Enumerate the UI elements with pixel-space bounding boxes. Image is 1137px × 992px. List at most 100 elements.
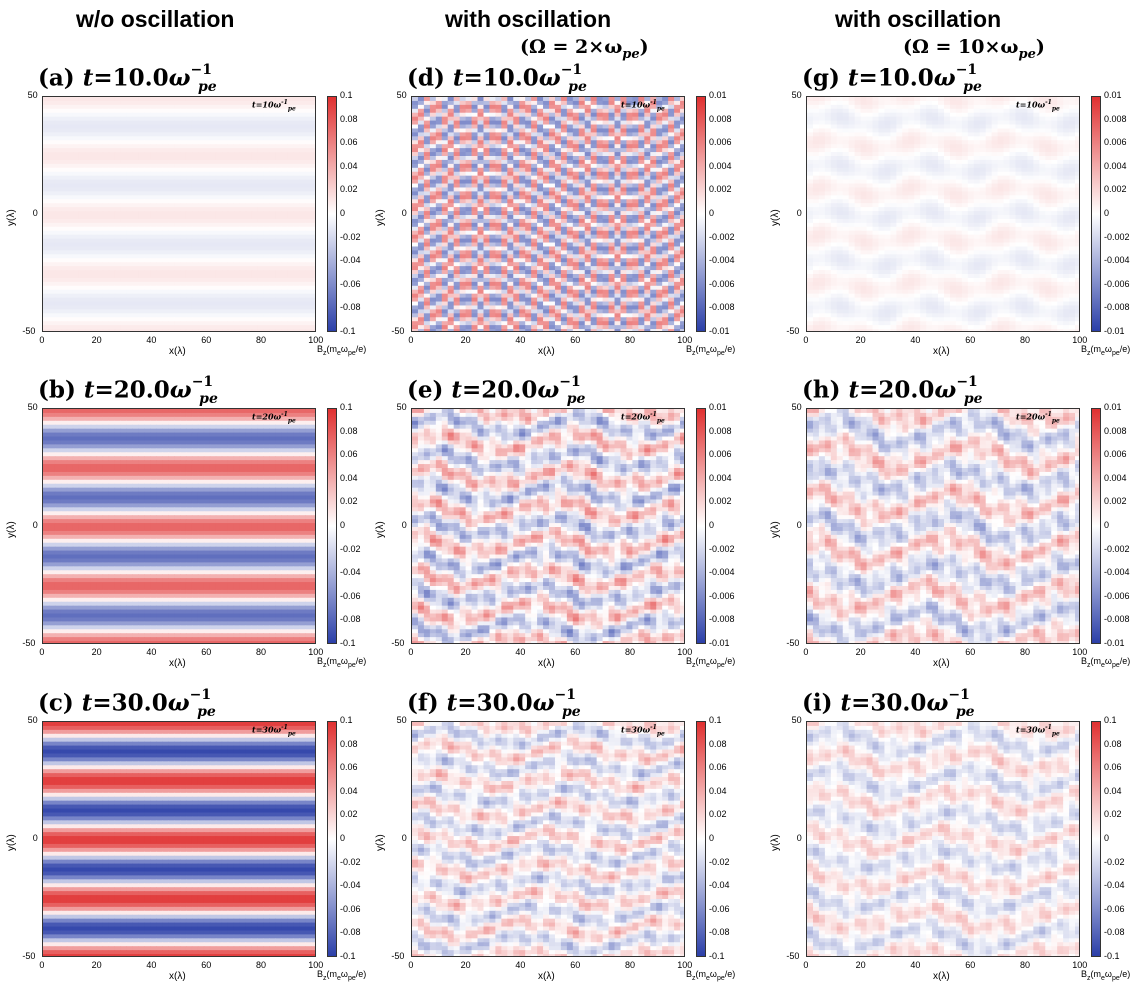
- heatmap-cell: [156, 519, 163, 524]
- heatmap-cell: [257, 440, 264, 445]
- heatmap-cell: [72, 515, 80, 520]
- heatmap-cell: [132, 558, 139, 563]
- heatmap-cell: [245, 562, 253, 567]
- heatmap-cell: [174, 238, 181, 244]
- heatmap-cell: [251, 301, 259, 307]
- heatmap-cell: [197, 511, 205, 516]
- heatmap-cell: [120, 163, 127, 169]
- heatmap-cell: [156, 293, 163, 299]
- heatmap-cell: [263, 277, 270, 283]
- heatmap-cell: [185, 538, 193, 544]
- heatmap-cell: [96, 104, 104, 110]
- heatmap-cell: [203, 456, 211, 461]
- heatmap-cell: [144, 562, 151, 567]
- heatmap-cell: [132, 218, 139, 224]
- heatmap-cell: [156, 313, 163, 318]
- heatmap-cell: [299, 207, 306, 212]
- heatmap-cell: [233, 527, 241, 532]
- heatmap-cell: [162, 246, 169, 251]
- heatmap-cell: [174, 420, 181, 426]
- heatmap-cell: [90, 289, 98, 295]
- heatmap-cell: [305, 416, 312, 422]
- heatmap-cell: [281, 97, 288, 102]
- heatmap-cell: [132, 432, 139, 438]
- heatmap-cell: [203, 313, 211, 318]
- heatmap-cell: [48, 515, 56, 520]
- heatmap-cell: [114, 100, 122, 106]
- heatmap-cell: [108, 163, 116, 169]
- heatmap-cell: [185, 266, 193, 271]
- heatmap-cell: [275, 428, 282, 434]
- heatmap-cell: [156, 329, 163, 331]
- heatmap-cell: [180, 159, 187, 165]
- heatmap-cell: [66, 156, 74, 161]
- heatmap-cell: [156, 120, 163, 126]
- heatmap-cell: [162, 100, 169, 106]
- heatmap-cell: [251, 578, 259, 583]
- x-tick-label: 80: [256, 336, 266, 345]
- heatmap-cell: [66, 491, 74, 497]
- heatmap-cell: [191, 167, 199, 173]
- heatmap-cell: [168, 329, 175, 331]
- heatmap-cell: [299, 440, 306, 445]
- heatmap-cell: [281, 475, 288, 481]
- heatmap-cell: [215, 171, 223, 177]
- heatmap-cell: [48, 175, 56, 181]
- heatmap-cell: [66, 562, 74, 567]
- heatmap-cell: [66, 550, 74, 556]
- heatmap-cell: [209, 325, 217, 330]
- heatmap-cell: [239, 329, 247, 331]
- heatmap-cell: [287, 491, 294, 497]
- heatmap-cell: [269, 218, 276, 224]
- heatmap-cell: [275, 254, 282, 259]
- heatmap-cell: [174, 523, 181, 528]
- heatmap-cell: [162, 436, 169, 442]
- heatmap-cell: [287, 262, 294, 267]
- heatmap-cell: [150, 218, 157, 224]
- heatmap-cell: [311, 234, 315, 240]
- heatmap-cell: [209, 468, 217, 473]
- heatmap-cell: [174, 163, 181, 169]
- heatmap-cell: [54, 144, 62, 149]
- heatmap-cell: [251, 262, 259, 267]
- heatmap-cell: [132, 226, 139, 232]
- heatmap-cell: [108, 226, 116, 232]
- heatmap-cell: [239, 491, 247, 497]
- heatmap-cell: [96, 250, 104, 255]
- heatmap-cell: [78, 218, 86, 224]
- heatmap-cell: [84, 148, 92, 153]
- heatmap-cell: [257, 203, 264, 208]
- heatmap-cell: [239, 412, 247, 418]
- heatmap-cell: [293, 152, 300, 157]
- heatmap-cell: [90, 301, 98, 307]
- heatmap-cell: [72, 262, 80, 267]
- heatmap-cell: [257, 187, 264, 192]
- heatmap-cell: [48, 163, 56, 169]
- heatmap-cell: [144, 97, 151, 102]
- heatmap-cell: [66, 234, 74, 240]
- heatmap-cell: [144, 148, 151, 153]
- heatmap-cell: [150, 234, 157, 240]
- heatmap-cell: [102, 507, 110, 512]
- heatmap-cell: [84, 554, 92, 560]
- heatmap-cell: [102, 183, 110, 189]
- heatmap-cell: [215, 167, 223, 173]
- heatmap-cell: [168, 140, 175, 145]
- heatmap-cell: [191, 277, 199, 283]
- heatmap-cell: [102, 167, 110, 173]
- heatmap-cell: [84, 313, 92, 318]
- heatmap-cell: [227, 538, 235, 544]
- heatmap-cell: [215, 281, 223, 287]
- heatmap-cell: [180, 285, 187, 291]
- heatmap-cell: [60, 416, 68, 422]
- heatmap-cell: [48, 148, 56, 153]
- heatmap-cell: [43, 570, 50, 575]
- heatmap-cell: [150, 534, 157, 540]
- heatmap-cell: [48, 487, 56, 493]
- heatmap-cell: [281, 289, 288, 295]
- heatmap-cell: [72, 250, 80, 255]
- heatmap-cell: [305, 262, 312, 267]
- heatmap-cell: [102, 289, 110, 295]
- heatmap-cell: [209, 156, 217, 161]
- heatmap-cell: [156, 562, 163, 567]
